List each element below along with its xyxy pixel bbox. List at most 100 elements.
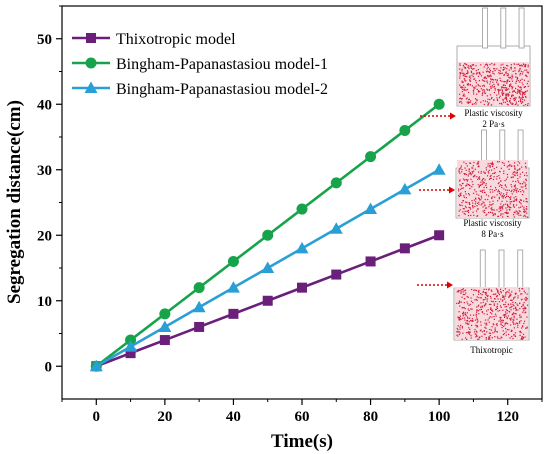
particle [476, 306, 478, 308]
particle [485, 214, 487, 216]
particle [506, 215, 509, 218]
particle [523, 79, 526, 81]
particle [463, 89, 465, 91]
particle [463, 195, 465, 197]
particle [506, 312, 508, 314]
particle [492, 70, 494, 73]
particle [461, 327, 463, 329]
particle [462, 75, 464, 77]
particle [515, 196, 517, 198]
particle [492, 79, 495, 81]
particle [506, 103, 508, 105]
particle [459, 73, 461, 75]
particle [461, 313, 464, 315]
particle [510, 102, 512, 104]
particle [464, 210, 466, 212]
particle [461, 171, 463, 173]
particle [526, 83, 529, 85]
particle [468, 67, 470, 70]
particle [488, 332, 490, 334]
particle [515, 101, 517, 103]
particle [490, 204, 492, 206]
particle [487, 165, 489, 167]
particle [500, 67, 502, 69]
particle [512, 319, 514, 321]
particle [492, 81, 494, 83]
data-point [399, 243, 410, 254]
particle [518, 168, 520, 171]
particle [519, 176, 521, 178]
particle [497, 215, 500, 217]
particle [490, 174, 492, 176]
particle [487, 98, 489, 100]
particle [502, 290, 504, 292]
particle [503, 204, 505, 206]
particle [461, 168, 463, 171]
particle [502, 299, 504, 301]
particle [493, 91, 496, 94]
particle [494, 187, 497, 189]
particle [482, 91, 484, 93]
particle [490, 104, 492, 106]
particle [506, 100, 509, 102]
particle [497, 191, 499, 193]
particle [457, 331, 459, 333]
particle [523, 209, 525, 211]
particle [464, 63, 466, 65]
particle [460, 192, 462, 194]
particle [508, 205, 510, 208]
particle [466, 84, 469, 86]
particle [478, 186, 480, 188]
particle [495, 81, 498, 83]
particle [461, 72, 464, 74]
particle [470, 337, 472, 339]
particle [465, 169, 467, 171]
particle [519, 67, 521, 70]
particle [504, 327, 507, 330]
particle [512, 205, 515, 207]
particle [457, 289, 459, 292]
particle [498, 293, 500, 296]
particle [483, 84, 485, 86]
particle [480, 181, 482, 183]
particle [508, 295, 510, 298]
particle [490, 329, 493, 331]
particle [508, 295, 511, 297]
particle [527, 80, 529, 82]
particle [519, 86, 521, 88]
particle [512, 95, 514, 97]
particle [472, 68, 474, 70]
particle [517, 80, 520, 82]
particle [502, 195, 504, 198]
particle [482, 201, 484, 203]
particle [502, 333, 505, 336]
particle [510, 319, 512, 321]
particle [466, 70, 469, 72]
particle [512, 214, 515, 216]
particle [508, 289, 510, 291]
particle [524, 69, 526, 71]
particle [470, 66, 472, 68]
particle [522, 91, 524, 94]
particle [500, 203, 502, 205]
particle [478, 201, 480, 203]
particle [474, 333, 476, 335]
particle [523, 215, 525, 217]
particle [507, 303, 509, 305]
particle [459, 68, 461, 70]
particle [471, 74, 473, 76]
particle [524, 162, 527, 164]
particle [463, 317, 466, 319]
particle [492, 72, 494, 74]
particle [472, 183, 474, 186]
particle [508, 85, 511, 88]
particle [457, 291, 460, 293]
particle [489, 98, 491, 101]
particle [512, 313, 514, 315]
particle [492, 172, 494, 175]
particle [489, 316, 491, 318]
particle [508, 88, 510, 90]
particle [462, 317, 464, 319]
